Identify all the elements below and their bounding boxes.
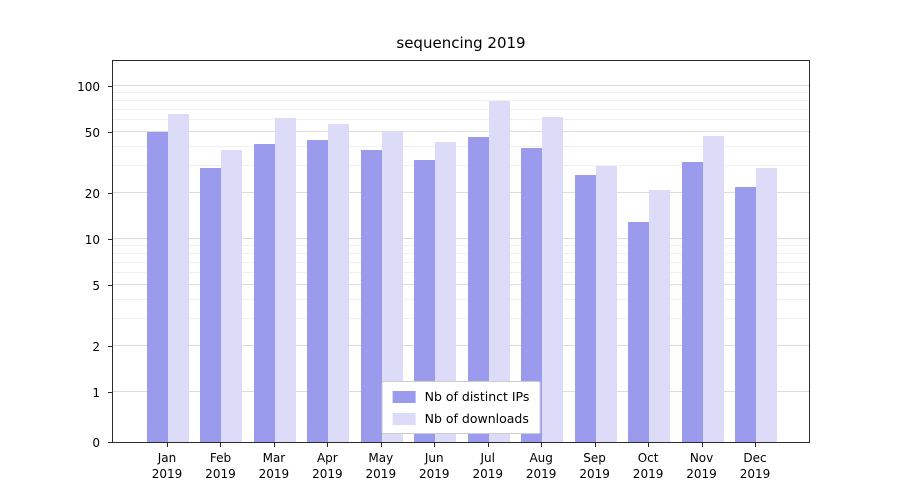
x-tick-label: Sep 2019	[579, 451, 610, 481]
bar-distinct-ips	[735, 186, 756, 442]
bar-downloads	[649, 189, 671, 442]
minor-gridline	[113, 272, 809, 273]
y-axis-labels: 0 1 2 5 10 20 50 100	[0, 60, 112, 450]
minor-gridline	[113, 245, 809, 247]
major-gridline	[113, 345, 809, 347]
bar-downloads	[435, 141, 457, 442]
y-tick-label: 20	[84, 186, 100, 201]
x-tick-label: Aug 2019	[525, 451, 557, 481]
legend-label-distinct-ips: Nb of distinct IPs	[424, 389, 530, 404]
bar-distinct-ips	[360, 150, 382, 442]
y-tick-mark	[108, 239, 112, 241]
y-tick-mark	[108, 346, 112, 348]
legend-label-downloads: Nb of downloads	[424, 411, 529, 426]
bar-distinct-ips	[681, 161, 703, 442]
bar-distinct-ips	[628, 221, 650, 442]
x-tick-label: Jan 2019	[151, 451, 183, 481]
x-tick-mark	[755, 443, 756, 447]
x-tick-mark	[594, 443, 596, 447]
legend-item-distinct-ips: Nb of distinct IPs	[392, 389, 530, 404]
bar-downloads	[274, 117, 296, 442]
minor-gridline	[113, 99, 809, 101]
y-tick-mark	[108, 192, 112, 194]
x-tick-mark	[701, 443, 703, 447]
y-tick-mark	[108, 392, 112, 394]
minor-gridline	[113, 145, 809, 147]
minor-gridline	[113, 108, 809, 110]
y-tick-label: 5	[92, 279, 100, 294]
x-tick-label: Jun 2019	[418, 451, 450, 481]
y-tick-label: 100	[77, 79, 100, 94]
bar-downloads	[381, 131, 403, 442]
minor-gridline	[113, 298, 809, 300]
bar-downloads	[542, 116, 564, 442]
plot-area: Nb of distinct IPs Nb of downloads	[112, 60, 810, 443]
x-tick-mark	[327, 443, 329, 447]
bar-downloads	[595, 165, 617, 442]
x-tick-label: Feb 2019	[205, 451, 236, 481]
x-tick-label: Mar 2019	[258, 451, 290, 481]
legend-swatch-downloads	[392, 412, 416, 425]
legend-item-downloads: Nb of downloads	[392, 411, 530, 426]
x-tick-mark	[380, 443, 382, 447]
major-gridline	[113, 238, 809, 240]
x-tick-mark	[487, 443, 489, 447]
bar-distinct-ips	[200, 168, 222, 442]
y-tick-label: 1	[92, 386, 100, 401]
y-tick-label: 0	[92, 436, 100, 450]
minor-gridline	[113, 91, 809, 93]
x-tick-mark	[273, 443, 275, 447]
minor-gridline	[113, 318, 809, 320]
y-tick-mark	[108, 131, 112, 133]
y-tick-mark	[108, 85, 112, 87]
x-tick-mark	[541, 443, 543, 447]
bar-downloads	[328, 124, 350, 442]
major-gridline	[113, 284, 809, 286]
x-tick-mark	[220, 443, 222, 447]
x-tick-mark	[167, 443, 168, 447]
legend: Nb of distinct IPs Nb of downloads	[381, 381, 541, 434]
y-tick-label: 10	[84, 233, 100, 248]
x-tick-label: May 2019	[365, 451, 397, 481]
chart-title: sequencing 2019	[396, 34, 526, 52]
legend-swatch-distinct-ips	[392, 390, 416, 403]
x-tick-mark	[434, 443, 436, 447]
bar-distinct-ips	[574, 175, 596, 442]
x-axis-labels: Jan 2019 Feb 2019 Mar 2019 Apr 2019 May 2019 Jun 20…	[112, 443, 810, 493]
bar-distinct-ips	[147, 131, 168, 442]
minor-gridline	[113, 164, 809, 166]
y-tick-label: 2	[92, 340, 100, 355]
minor-gridline	[113, 261, 809, 263]
bar-downloads	[168, 114, 189, 442]
minor-gridline	[113, 252, 809, 254]
x-tick-label: Apr 2019	[312, 451, 343, 481]
x-tick-mark	[648, 443, 650, 447]
bar-distinct-ips	[467, 137, 489, 442]
y-tick-label: 50	[84, 125, 100, 140]
y-tick-mark	[108, 442, 112, 443]
x-tick-label: Nov 2019	[686, 451, 717, 481]
bar-distinct-ips	[414, 159, 436, 442]
x-tick-label: Jul 2019	[472, 451, 503, 481]
bar-distinct-ips	[307, 140, 329, 442]
bar-downloads	[488, 100, 510, 442]
major-gridline	[113, 130, 809, 132]
bar-downloads	[702, 136, 724, 442]
bar-downloads	[756, 168, 777, 442]
major-gridline	[113, 191, 809, 193]
bar-downloads	[221, 150, 243, 442]
y-tick-mark	[108, 285, 112, 287]
x-tick-label: Dec 2019	[739, 451, 771, 481]
x-tick-label: Oct 2019	[632, 451, 664, 481]
major-gridline	[113, 84, 809, 86]
bar-distinct-ips	[521, 148, 543, 442]
bar-distinct-ips	[253, 143, 275, 442]
minor-gridline	[113, 118, 809, 120]
